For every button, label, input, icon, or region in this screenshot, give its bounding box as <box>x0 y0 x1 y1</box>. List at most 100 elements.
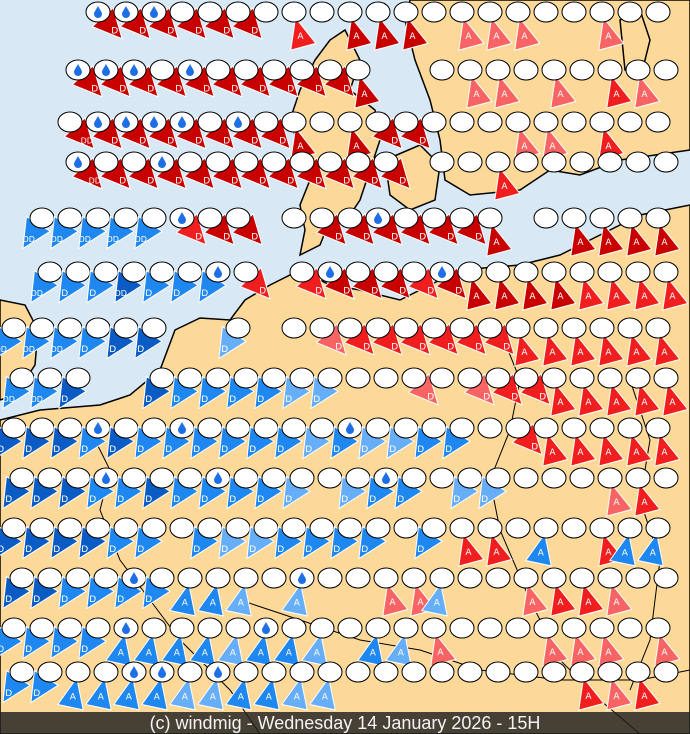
cloud-ellipse <box>233 151 259 173</box>
wind-symbol: A <box>561 317 597 367</box>
wind-symbol: D <box>162 417 195 460</box>
wind-label: D <box>173 289 180 299</box>
wind-arrow <box>606 676 633 711</box>
cloud-ellipse <box>281 317 307 339</box>
wind-label: D <box>285 495 292 505</box>
wind-symbol: A <box>541 567 577 617</box>
cloud-ellipse <box>625 261 651 283</box>
wind-label: D <box>223 137 230 147</box>
cloud-ellipse <box>485 467 511 489</box>
wind-symbol: A <box>160 617 195 667</box>
wind-symbol: D <box>330 417 363 460</box>
wind-arrow <box>634 482 661 517</box>
rain-drop-icon <box>214 666 222 678</box>
wind-arrow <box>550 382 577 417</box>
wind-label: A <box>549 648 556 658</box>
wind-symbol: D <box>226 467 259 510</box>
wind-label: A <box>353 32 360 42</box>
wind-label: D <box>391 137 398 147</box>
cloud-ellipse <box>589 617 615 639</box>
cloud-ellipse <box>65 467 91 489</box>
wind-symbol: DD <box>22 207 55 250</box>
wind-arrow <box>290 16 317 51</box>
wind-label: D <box>453 495 460 505</box>
wind-symbol <box>533 1 559 23</box>
wind-label: A <box>118 648 125 658</box>
cloud-ellipse <box>457 261 483 283</box>
cloud-ellipse <box>449 417 475 439</box>
cloud-ellipse <box>393 207 419 229</box>
wind-symbol: A <box>196 567 231 617</box>
wind-symbol: A <box>653 367 689 417</box>
wind-label: D <box>81 445 88 455</box>
wind-label: A <box>230 648 237 658</box>
wind-arrow <box>168 582 196 617</box>
wind-symbol: D <box>50 417 83 460</box>
wind-arrow <box>550 74 577 109</box>
rain-drop-icon <box>74 156 82 168</box>
wind-symbol <box>513 59 539 81</box>
wind-label: A <box>641 398 648 408</box>
wind-symbol: D <box>170 467 203 510</box>
cloud-ellipse <box>233 261 259 283</box>
wind-symbol <box>485 567 511 589</box>
cloud-ellipse <box>625 467 651 489</box>
rain-drop-icon <box>122 116 130 128</box>
cloud-ellipse <box>57 617 83 639</box>
cloud-ellipse <box>141 617 167 639</box>
cloud-ellipse <box>541 261 567 283</box>
wind-label: D <box>419 343 426 353</box>
wind-arrow <box>486 532 513 567</box>
wind-label: D <box>397 495 404 505</box>
wind-symbol: D <box>394 467 427 510</box>
wind-label: A <box>238 692 245 702</box>
rain-drop-icon <box>178 212 186 224</box>
cloud-ellipse <box>253 517 279 539</box>
wind-symbol: D <box>2 567 35 610</box>
cloud-ellipse <box>233 661 259 683</box>
wind-symbol: D <box>373 151 411 190</box>
wind-symbol: D <box>366 467 399 510</box>
cloud-ellipse <box>9 661 35 683</box>
rain-drop-icon <box>438 266 446 278</box>
wind-label: A <box>521 142 528 152</box>
wind-arrow <box>420 582 448 617</box>
wind-symbol <box>645 1 671 23</box>
cloud-ellipse <box>569 367 595 389</box>
cloud-ellipse <box>617 317 643 339</box>
cloud-ellipse <box>225 317 251 339</box>
wind-symbol: A <box>636 517 671 567</box>
cloud-ellipse <box>429 467 455 489</box>
wind-symbol: D <box>233 151 271 190</box>
cloud-ellipse <box>205 367 231 389</box>
wind-symbol: A <box>356 617 391 667</box>
wind-symbol: D <box>22 617 55 660</box>
wind-label: A <box>146 648 153 658</box>
cloud-ellipse <box>345 367 371 389</box>
wind-symbol: A <box>477 517 513 567</box>
wind-label: D <box>333 445 340 455</box>
wind-symbol: A <box>617 417 653 467</box>
wind-label: D <box>0 445 4 455</box>
cloud-ellipse <box>289 367 315 389</box>
wind-symbol: A <box>168 661 203 711</box>
wind-arrow <box>626 432 653 467</box>
wind-symbol: A <box>645 317 681 367</box>
wind-label: A <box>493 32 500 42</box>
wind-label: D <box>417 545 424 555</box>
wind-arrow <box>272 632 300 667</box>
cloud-ellipse <box>169 1 195 23</box>
wind-label: A <box>389 598 396 608</box>
wind-label: D <box>175 177 182 187</box>
wind-arrow <box>384 632 412 667</box>
wind-symbol: D <box>310 367 343 410</box>
wind-symbol: DD <box>134 207 167 250</box>
wind-arrow <box>346 16 373 51</box>
wind-label: A <box>549 448 556 458</box>
wind-symbol: D <box>254 367 287 410</box>
wind-label: D <box>371 287 378 297</box>
cloud-ellipse <box>617 207 643 229</box>
wind-symbol <box>449 111 475 133</box>
cloud-ellipse <box>653 151 679 173</box>
cloud-ellipse <box>645 207 671 229</box>
